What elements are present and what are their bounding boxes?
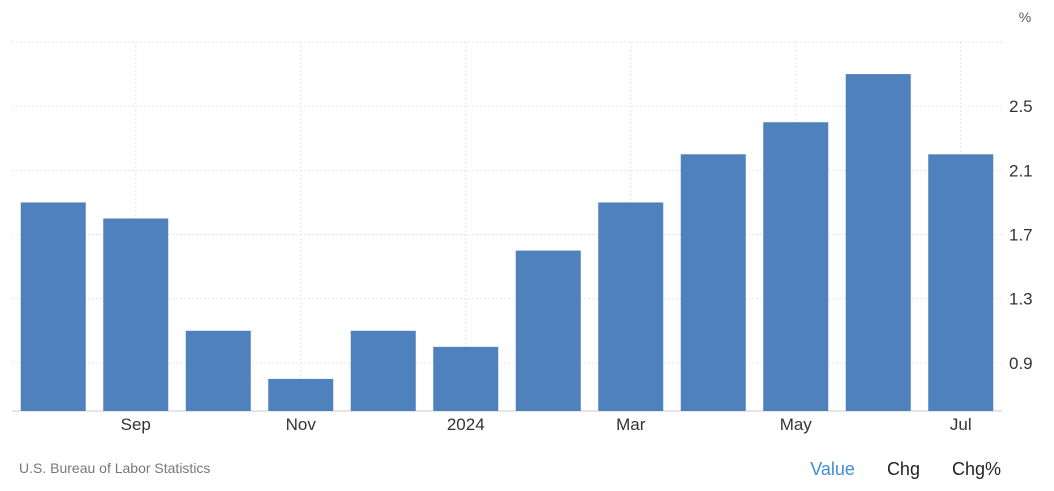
x-axis-labels: Sep Nov 2024 Mar May Jul xyxy=(121,415,972,434)
bar-apr[interactable] xyxy=(680,154,746,411)
bar-nov[interactable] xyxy=(268,378,334,411)
y-tick-label: 1.7 xyxy=(1009,226,1033,245)
y-tick-label: 1.3 xyxy=(1009,290,1033,309)
x-tick-label: Mar xyxy=(616,415,646,434)
bar-sep[interactable] xyxy=(103,218,169,411)
unit-label: % xyxy=(1019,9,1031,25)
y-tick-label: 0.9 xyxy=(1009,354,1033,373)
bars xyxy=(20,74,994,411)
y-tick-label: 2.5 xyxy=(1009,97,1033,116)
bar-chart: Sep Nov 2024 Mar May Jul 0.9 1.3 1.7 2.1 2.5 % xyxy=(12,9,1033,434)
bar-oct[interactable] xyxy=(185,330,251,411)
x-tick-label: Jul xyxy=(950,415,972,434)
bar-mar[interactable] xyxy=(598,202,664,411)
bar-jun[interactable] xyxy=(845,74,911,411)
x-tick-label: 2024 xyxy=(447,415,485,434)
bar-aug[interactable] xyxy=(20,202,86,411)
tab-chg[interactable]: Chg xyxy=(886,459,920,479)
view-tabs: Value Chg Chg% xyxy=(778,459,1001,480)
bar-feb[interactable] xyxy=(515,250,581,411)
source-label: U.S. Bureau of Labor Statistics xyxy=(19,460,211,476)
bar-may[interactable] xyxy=(763,122,829,411)
bar-dec[interactable] xyxy=(350,330,416,411)
tab-chg-pct[interactable]: Chg% xyxy=(951,459,1001,479)
y-axis-labels: 0.9 1.3 1.7 2.1 2.5 xyxy=(1009,97,1033,373)
x-tick-label: May xyxy=(780,415,813,434)
bar-2024[interactable] xyxy=(433,346,499,411)
y-tick-label: 2.1 xyxy=(1009,161,1033,180)
bar-jul[interactable] xyxy=(928,154,994,411)
x-tick-label: Sep xyxy=(121,415,151,434)
x-tick-label: Nov xyxy=(286,415,317,434)
tab-value[interactable]: Value xyxy=(810,459,855,479)
